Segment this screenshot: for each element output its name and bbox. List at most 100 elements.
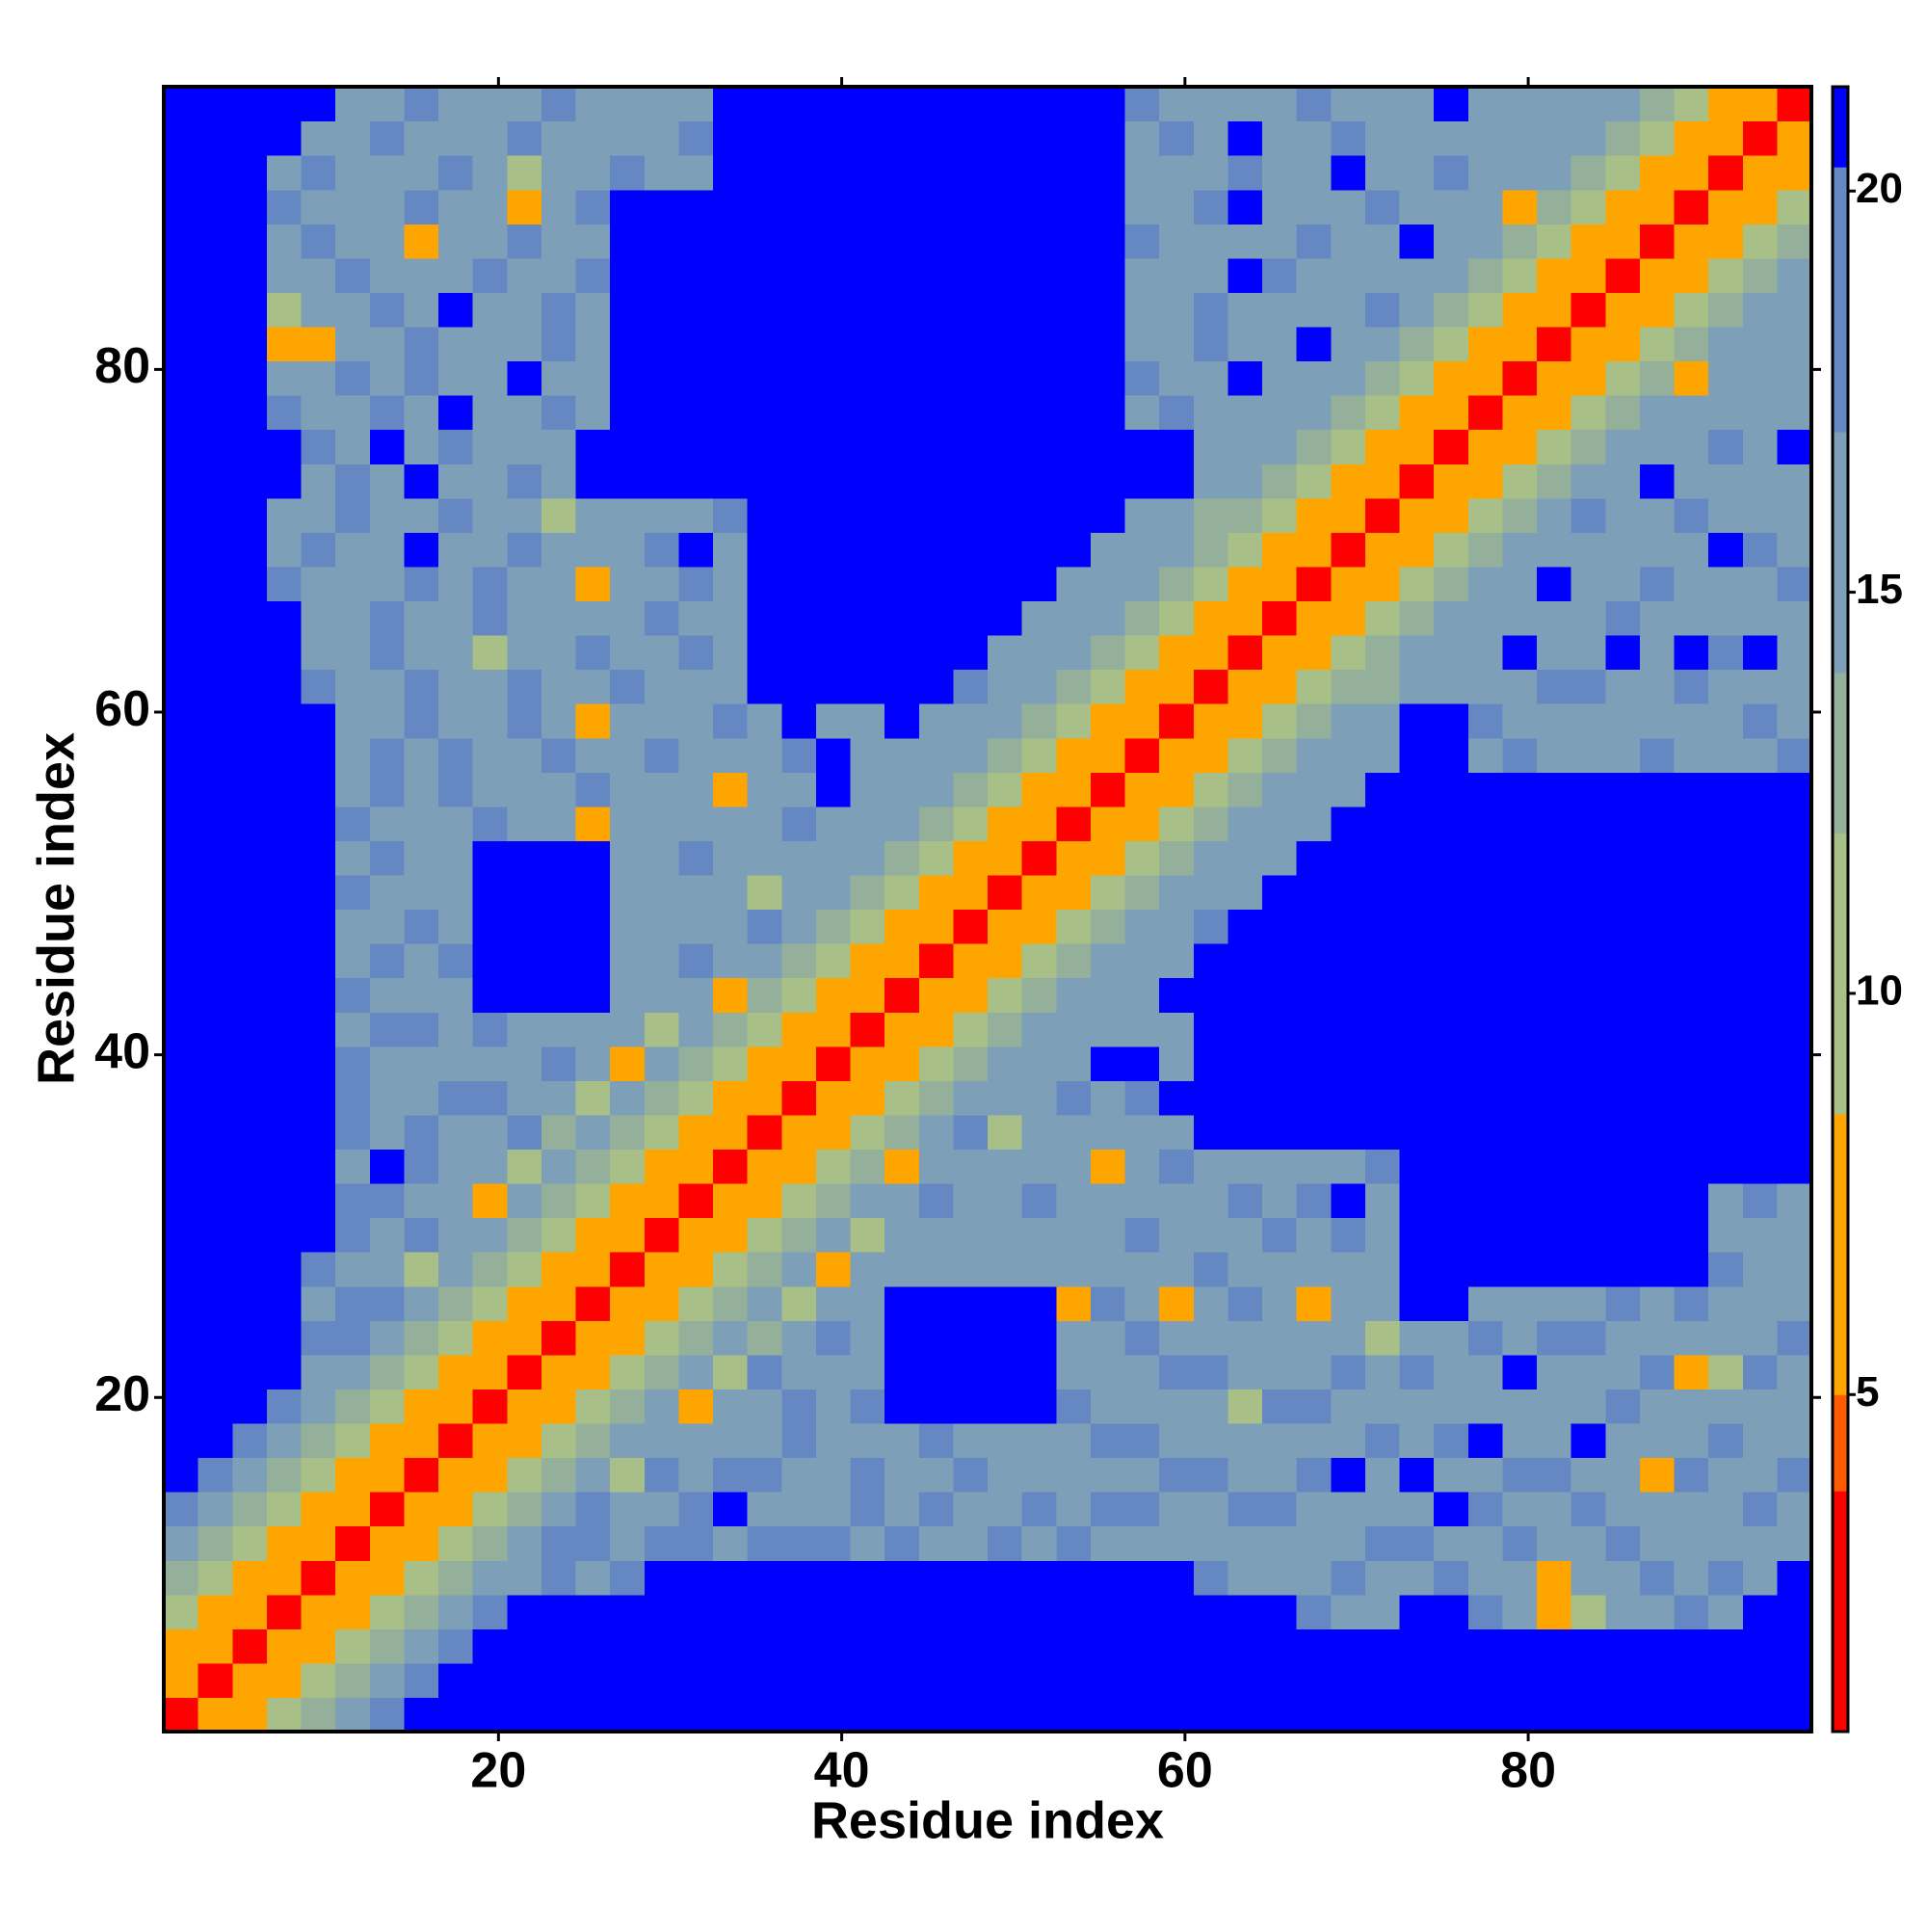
cell xyxy=(781,943,817,979)
cell xyxy=(610,635,646,671)
cell xyxy=(1605,874,1641,911)
cell xyxy=(1021,943,1057,979)
cell xyxy=(335,360,371,396)
cell xyxy=(1021,1560,1057,1596)
cell xyxy=(953,1389,989,1424)
cell xyxy=(1331,1422,1366,1459)
cell xyxy=(266,224,303,259)
cell xyxy=(301,292,336,328)
cell xyxy=(1056,1114,1092,1151)
cell xyxy=(1056,1457,1092,1493)
cell xyxy=(953,1252,989,1287)
cell xyxy=(1159,1080,1195,1116)
cell xyxy=(507,737,542,773)
cell xyxy=(1331,635,1366,671)
cell xyxy=(1296,772,1332,807)
cell xyxy=(1090,635,1126,671)
cell xyxy=(541,772,577,807)
cell xyxy=(747,1183,782,1219)
cell xyxy=(472,1594,508,1629)
cell xyxy=(1467,257,1503,293)
cell xyxy=(1227,1320,1263,1356)
cell xyxy=(610,1012,646,1047)
cell xyxy=(1331,1045,1366,1081)
cell xyxy=(1537,497,1572,533)
cell xyxy=(472,532,508,568)
cell xyxy=(232,360,268,396)
cell xyxy=(335,669,371,704)
cell xyxy=(1605,1457,1641,1493)
cell xyxy=(1708,1012,1744,1047)
cell xyxy=(1571,1285,1606,1321)
cell xyxy=(266,1285,303,1321)
cell xyxy=(815,669,852,704)
cell xyxy=(1056,1560,1092,1596)
cell xyxy=(1639,326,1676,362)
cell xyxy=(815,1389,852,1424)
cell xyxy=(198,497,233,533)
cell xyxy=(953,1320,989,1356)
cell xyxy=(815,292,852,328)
cell xyxy=(1434,1525,1469,1561)
cell xyxy=(918,1320,954,1356)
cell xyxy=(438,532,474,568)
cell xyxy=(301,189,336,225)
cell xyxy=(781,600,817,636)
cell xyxy=(610,737,646,773)
cell xyxy=(1742,1045,1778,1081)
cell xyxy=(1364,463,1401,499)
cell xyxy=(507,1389,542,1424)
cell xyxy=(644,806,679,841)
cell xyxy=(404,840,439,876)
cell xyxy=(1434,669,1469,704)
cell xyxy=(918,1662,954,1699)
cell xyxy=(438,1389,474,1424)
cell xyxy=(1708,703,1744,739)
cell xyxy=(1331,326,1366,362)
cell xyxy=(1090,292,1126,328)
cell xyxy=(266,1560,303,1596)
cell xyxy=(1090,806,1126,841)
cell xyxy=(1056,600,1092,636)
cell xyxy=(1193,1422,1228,1459)
cell xyxy=(884,1080,920,1116)
cell xyxy=(1502,1389,1538,1424)
cell xyxy=(1227,1149,1263,1184)
cell xyxy=(953,1080,989,1116)
cell xyxy=(988,497,1023,533)
cell xyxy=(1777,224,1812,259)
cell xyxy=(713,669,749,704)
cell xyxy=(1571,1525,1606,1561)
cell xyxy=(713,395,749,431)
cell xyxy=(404,292,439,328)
cell xyxy=(1159,224,1195,259)
cell xyxy=(815,806,852,841)
cell xyxy=(198,943,233,979)
cell xyxy=(472,1217,508,1253)
cell xyxy=(232,1045,268,1081)
cell xyxy=(266,1697,303,1733)
cell xyxy=(815,257,852,293)
cell xyxy=(1090,874,1126,911)
cell xyxy=(541,635,577,671)
cell xyxy=(713,1217,749,1253)
cell xyxy=(953,1149,989,1184)
cell xyxy=(1777,429,1812,464)
cell xyxy=(1331,189,1366,225)
cell xyxy=(1639,257,1676,293)
cell xyxy=(988,1183,1023,1219)
cell xyxy=(713,1389,749,1424)
cell xyxy=(953,635,989,671)
cell xyxy=(198,292,233,328)
cell xyxy=(575,189,611,225)
cell xyxy=(164,395,199,431)
cell xyxy=(301,1320,336,1356)
cell xyxy=(1467,909,1503,944)
cell xyxy=(232,1114,268,1151)
cell xyxy=(747,943,782,979)
cell xyxy=(1399,326,1435,362)
cell xyxy=(335,155,371,191)
cell xyxy=(781,806,817,841)
cell xyxy=(335,1662,371,1699)
cell xyxy=(1124,360,1160,396)
